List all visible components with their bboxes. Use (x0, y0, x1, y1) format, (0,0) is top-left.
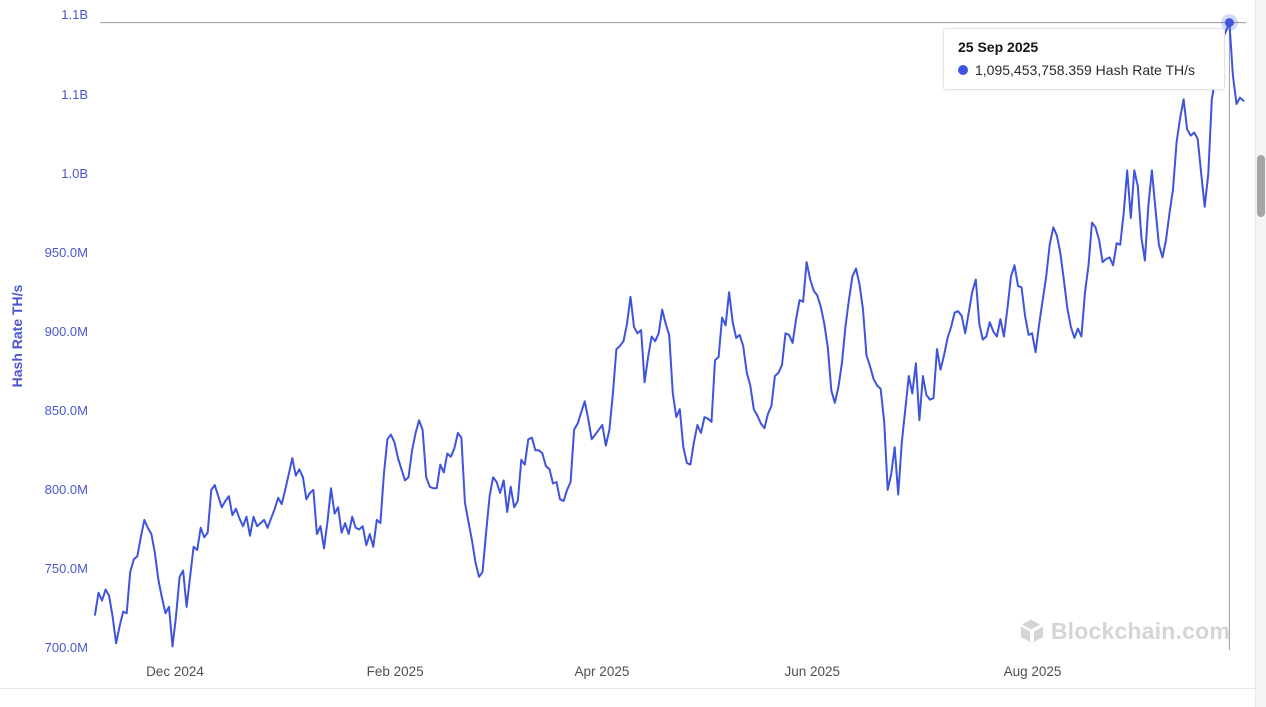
x-tick-label: Apr 2025 (574, 664, 630, 679)
tooltip-date: 25 Sep 2025 (958, 39, 1039, 55)
y-tick-label: 750.0M (44, 560, 88, 576)
selected-point-marker[interactable] (1224, 18, 1234, 28)
series-dot-icon (958, 65, 968, 75)
y-tick-label: 950.0M (44, 244, 88, 260)
y-tick-label: 1.0B (61, 165, 88, 181)
x-tick-label: Dec 2024 (146, 664, 204, 679)
x-axis-line (0, 688, 1256, 689)
y-tick-label: 1.1B (61, 86, 88, 102)
y-tick-label: 800.0M (44, 481, 88, 497)
x-tick-label: Feb 2025 (366, 664, 424, 679)
y-tick-label: 700.0M (44, 640, 88, 655)
watermark-text: Blockchain.com (1050, 618, 1230, 644)
tooltip: 25 Sep 2025 1,095,453,758.359 Hash Rate … (943, 28, 1225, 90)
blockchain-logo-icon (1020, 619, 1043, 642)
tooltip-value: 1,095,453,758.359 Hash Rate TH/s (975, 62, 1196, 78)
y-tick-label: 1.1B (61, 7, 88, 23)
x-tick-label: Aug 2025 (1003, 664, 1062, 679)
y-tick-label: 900.0M (44, 323, 88, 339)
hashrate-series-line (94, 21, 1245, 648)
x-tick-label: Jun 2025 (784, 664, 841, 679)
y-tick-label: 850.0M (44, 402, 88, 418)
scrollbar-thumb[interactable] (1257, 155, 1265, 217)
blockchain-watermark: Blockchain.com (1020, 618, 1230, 645)
scrollbar-track[interactable] (1255, 0, 1266, 707)
